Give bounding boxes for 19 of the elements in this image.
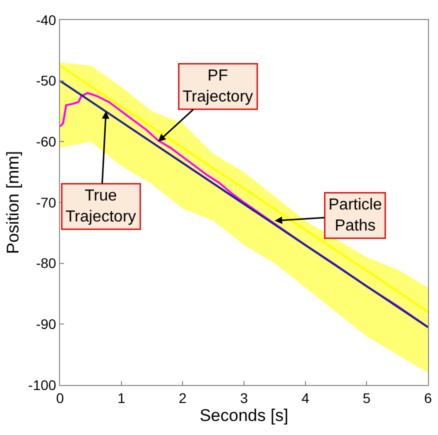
x-tick-label: 3: [240, 390, 248, 406]
y-tick-label: -100: [28, 376, 56, 393]
y-tick-label: -90: [36, 316, 56, 332]
x-tick-label: 4: [301, 390, 310, 406]
y-tick-label: -70: [36, 194, 56, 210]
y-tick-label: -50: [36, 72, 56, 89]
y-tick-label: -40: [36, 12, 56, 28]
x-axis-title: Seconds [s]: [200, 406, 288, 426]
annotation: PF Trajectory: [182, 68, 254, 106]
x-tick-label: 1: [117, 390, 126, 406]
y-axis-title: Position [mm]: [4, 151, 23, 254]
x-tick-label: 5: [362, 390, 371, 406]
y-tick-label: -60: [36, 134, 56, 150]
annotation: True Trajectory: [66, 188, 136, 226]
x-tick-label: 6: [424, 390, 432, 406]
y-tick-label: -80: [36, 255, 56, 272]
x-tick-label: 2: [178, 390, 187, 406]
x-tick-label: 0: [56, 390, 64, 406]
annotation: Particle Paths: [328, 196, 382, 234]
